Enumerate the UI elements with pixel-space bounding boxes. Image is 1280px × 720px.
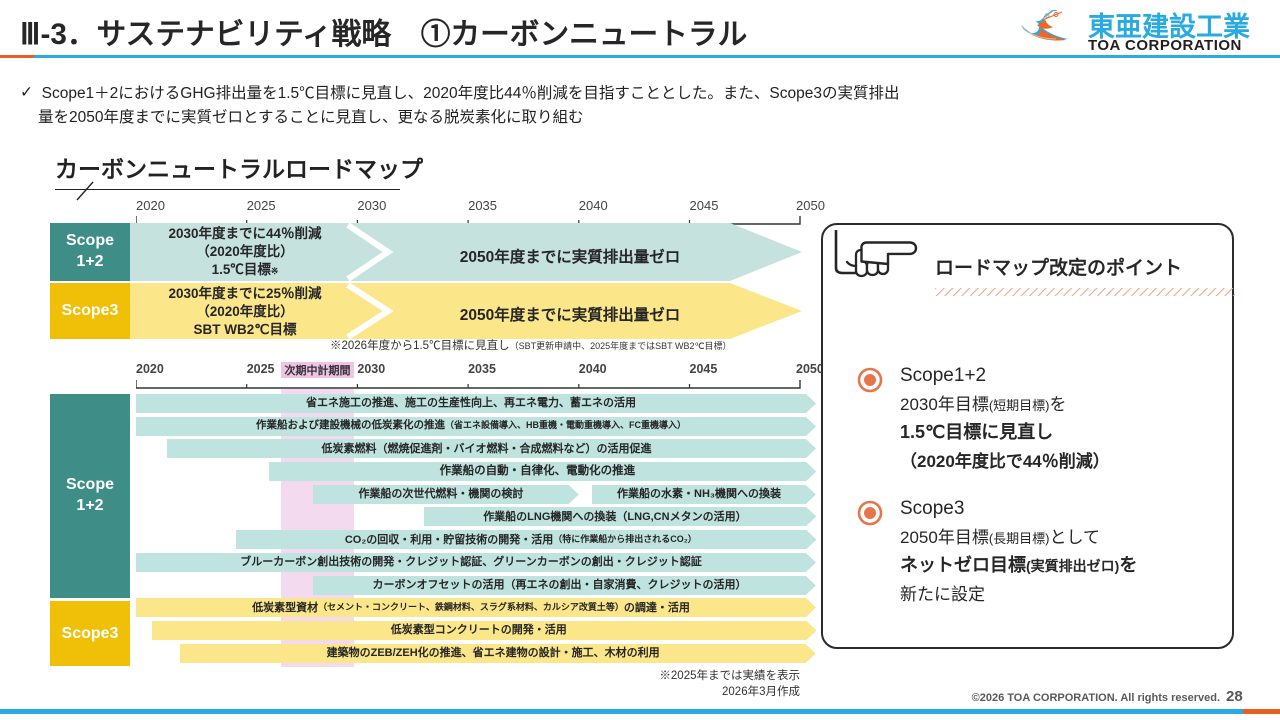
svg-text:TOA CORPORATION: TOA CORPORATION [1088, 37, 1242, 52]
